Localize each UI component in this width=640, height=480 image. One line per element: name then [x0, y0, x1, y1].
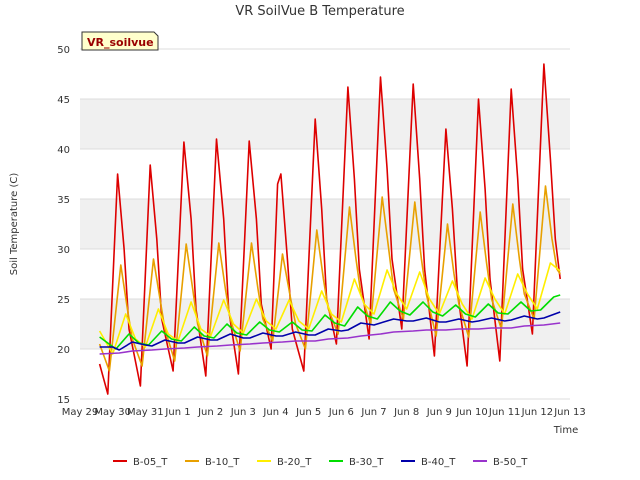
legend-label: B-10_T	[205, 457, 240, 468]
x-tick-label: Jun 9	[426, 407, 452, 418]
plot-band	[80, 49, 570, 99]
y-tick-label: 35	[57, 195, 70, 206]
y-tick-label: 40	[57, 145, 70, 156]
x-tick-label: Jun 4	[262, 407, 288, 418]
y-tick-label: 15	[57, 395, 70, 406]
legend-label: B-20_T	[277, 457, 312, 468]
x-tick-label: Jun 12	[521, 407, 554, 418]
badge-label: VR_soilvue	[87, 36, 154, 49]
x-tick-label: Jun 6	[328, 407, 354, 418]
legend: B-05_T B-10_T B-20_T B-30_T B-40_T B-50_T	[113, 457, 528, 468]
x-tick-label: May 31	[127, 407, 164, 418]
site-badge: VR_soilvue	[81, 31, 159, 51]
y-axis-label: Soil Temperature (C)	[9, 173, 20, 276]
x-tick-label: Jun 7	[360, 407, 386, 418]
x-axis-label: Time	[553, 425, 578, 436]
y-tick-label: 20	[57, 345, 70, 356]
legend-label: B-30_T	[349, 457, 384, 468]
plot-band	[80, 349, 570, 399]
series-line-b-30-t	[99, 294, 561, 350]
x-tick-label: May 30	[94, 407, 131, 418]
x-tick-label: Jun 3	[230, 407, 256, 418]
x-tick-label: Jun 13	[553, 407, 586, 418]
badge-box	[81, 31, 159, 51]
x-tick-label: Jun 2	[197, 407, 223, 418]
y-tick-label: 45	[57, 95, 70, 106]
plot-band	[80, 99, 570, 149]
y-tick-label: 50	[57, 45, 70, 56]
x-tick-label: Jun 1	[164, 407, 190, 418]
legend-label: B-40_T	[421, 457, 456, 468]
y-tick-label: 25	[57, 295, 70, 306]
legend-label: B-50_T	[493, 457, 528, 468]
series-lines	[98, 63, 561, 395]
series-line-b-40-t	[99, 311, 561, 351]
x-tick-label: Jun 8	[393, 407, 419, 418]
chart-title: VR SoilVue B Temperature	[235, 4, 404, 19]
y-tick-label: 30	[57, 245, 70, 256]
plot-area	[80, 49, 570, 399]
x-tick-label: May 29	[62, 407, 99, 418]
x-tick-label: Jun 5	[295, 407, 321, 418]
plot-band	[80, 149, 570, 199]
x-tick-label: Jun 11	[488, 407, 521, 418]
y-tick-labels: 15 20 25 30 35 40 45 50	[57, 45, 70, 406]
legend-label: B-05_T	[133, 457, 168, 468]
x-tick-label: Jun 10	[455, 407, 488, 418]
series-line-b-50-t	[99, 322, 561, 355]
